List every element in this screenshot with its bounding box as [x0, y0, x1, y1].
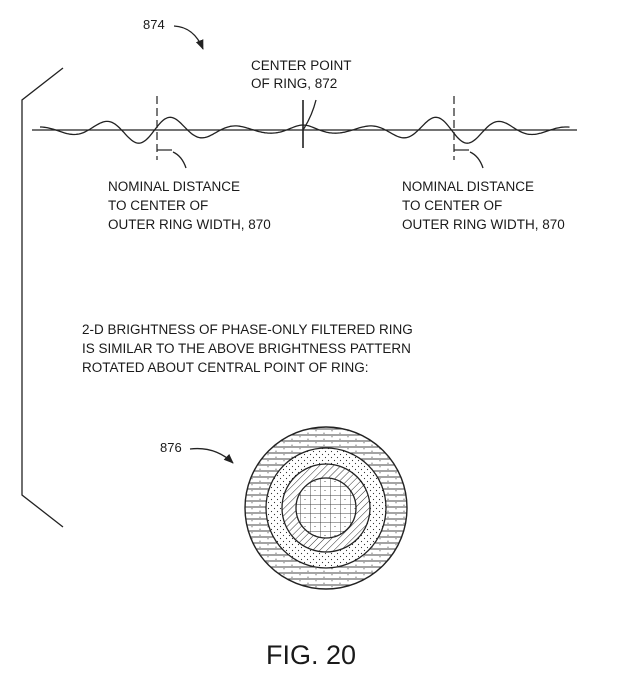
center-label-line-1: CENTER POINT [251, 58, 351, 73]
right-distance-label: NOMINAL DISTANCE TO CENTER OF OUTER RING… [402, 179, 565, 232]
left-bracket [22, 68, 63, 527]
figure-caption: FIG. 20 [266, 640, 356, 670]
center-disc [296, 478, 356, 538]
right-label-line-1: NOMINAL DISTANCE [402, 179, 534, 194]
description-line-3: ROTATED ABOUT CENTRAL POINT OF RING: [82, 360, 369, 375]
right-label-line-3: OUTER RING WIDTH, 870 [402, 217, 565, 232]
center-point-label: CENTER POINT OF RING, 872 [251, 58, 355, 91]
description-text: 2-D BRIGHTNESS OF PHASE-ONLY FILTERED RI… [82, 322, 417, 375]
left-label-line-1: NOMINAL DISTANCE [108, 179, 240, 194]
left-label-line-2: TO CENTER OF [108, 198, 208, 213]
ref-876: 876 [160, 440, 182, 455]
ref-876-arrow [190, 449, 233, 463]
right-label-line-2: TO CENTER OF [402, 198, 502, 213]
left-leader [173, 152, 186, 168]
left-label-line-3: OUTER RING WIDTH, 870 [108, 217, 271, 232]
center-label-line-2: OF RING, 872 [251, 76, 337, 91]
right-leader [470, 152, 483, 168]
description-line-2: IS SIMILAR TO THE ABOVE BRIGHTNESS PATTE… [82, 341, 411, 356]
ref-874: 874 [143, 17, 165, 32]
left-distance-label: NOMINAL DISTANCE TO CENTER OF OUTER RING… [108, 179, 271, 232]
ref-874-arrow [174, 26, 203, 49]
ring-pattern [245, 427, 407, 589]
description-line-1: 2-D BRIGHTNESS OF PHASE-ONLY FILTERED RI… [82, 322, 413, 337]
